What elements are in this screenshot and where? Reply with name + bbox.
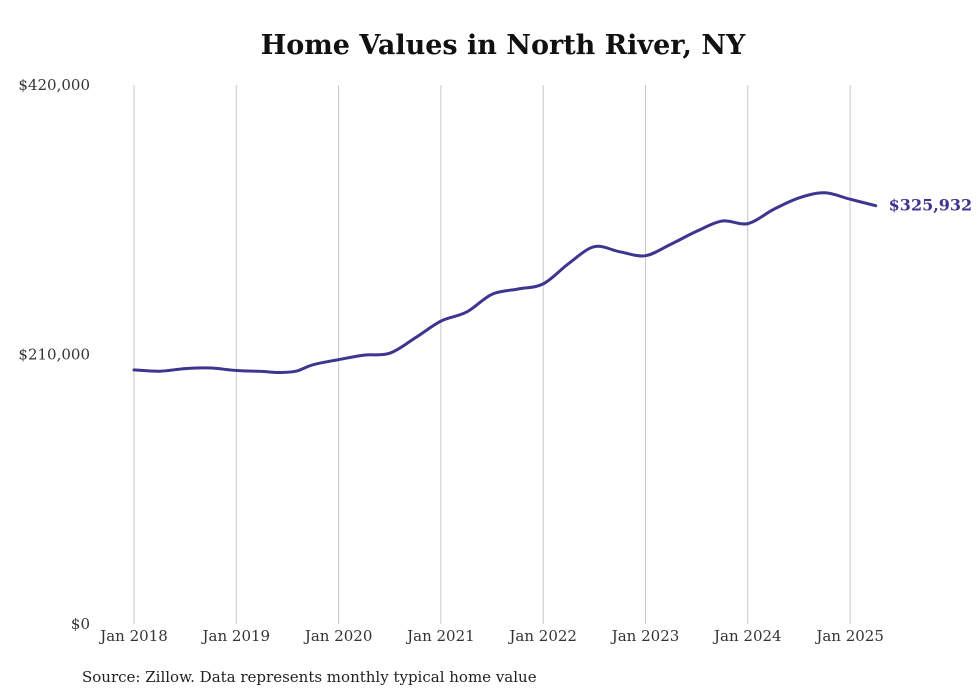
chart-title: Home Values in North River, NY bbox=[260, 30, 746, 61]
end-value-label: $325,932 bbox=[889, 196, 973, 215]
x-tick-label: Jan 2020 bbox=[303, 627, 373, 645]
x-tick-label: Jan 2025 bbox=[814, 627, 884, 645]
y-tick-label: $210,000 bbox=[18, 346, 90, 364]
gridlines bbox=[133, 85, 851, 624]
x-axis: Jan 2018 Jan 2019 Jan 2020 Jan 2021 Jan 2022… bbox=[98, 627, 884, 645]
series-line bbox=[132, 191, 878, 374]
x-tick-label: Jan 2023 bbox=[610, 627, 680, 645]
x-tick-label: Jan 2022 bbox=[507, 627, 577, 645]
x-tick-label: Jan 2021 bbox=[405, 627, 475, 645]
y-tick-label: $420,000 bbox=[18, 76, 90, 94]
y-axis: $0 $210,000 $420,000 bbox=[18, 76, 90, 633]
end-label-layer: $325,932 bbox=[889, 196, 973, 215]
source-note: Source: Zillow. Data represents monthly … bbox=[82, 668, 537, 686]
y-tick-label: $0 bbox=[71, 615, 90, 633]
x-tick-label: Jan 2019 bbox=[201, 627, 271, 645]
x-tick-label: Jan 2018 bbox=[98, 627, 168, 645]
x-tick-label: Jan 2024 bbox=[712, 627, 782, 645]
series-layer bbox=[132, 191, 878, 374]
